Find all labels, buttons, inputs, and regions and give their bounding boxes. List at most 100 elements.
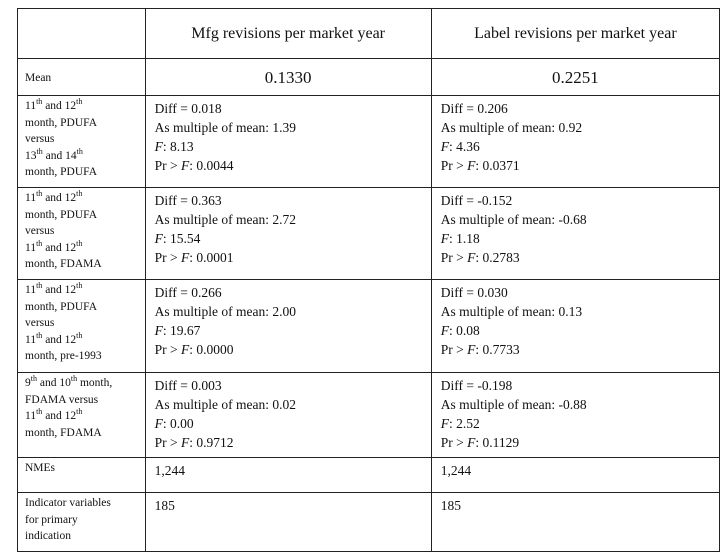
label-text: 13 bbox=[25, 149, 37, 162]
label-text: 11 bbox=[25, 241, 37, 254]
label-line: month, pre-1993 bbox=[25, 348, 145, 365]
value-cell: Diff = -0.152 As multiple of mean: -0.68 F… bbox=[430, 187, 720, 280]
label-text: versus bbox=[25, 133, 55, 145]
superscript: th bbox=[30, 374, 37, 384]
value-line: Diff = 0.266 bbox=[154, 285, 222, 300]
value-line: 185 bbox=[154, 498, 175, 513]
value-line: 185 bbox=[440, 498, 461, 513]
superscript: th bbox=[76, 407, 83, 417]
row-label-cell: Mean bbox=[17, 58, 146, 96]
value-line: F: 8.13 bbox=[154, 139, 194, 154]
value-line: As multiple of mean: 0.92 bbox=[440, 120, 583, 135]
superscript: th bbox=[36, 189, 43, 199]
value-line: 1,244 bbox=[440, 463, 472, 478]
value-line: F: 0.00 bbox=[154, 416, 194, 431]
value-line: Pr > F: 0.1129 bbox=[440, 435, 520, 450]
value-cell: 1,244 bbox=[430, 457, 720, 493]
value-cell: Diff = 0.030 As multiple of mean: 0.13 F: … bbox=[430, 279, 720, 373]
superscript: th bbox=[76, 97, 83, 107]
table-row: NMEs 1,244 1,244 bbox=[17, 457, 720, 493]
row-label-cell: 9th and 10th month, FDAMA versus 11th and … bbox=[17, 372, 146, 458]
label-text: month, bbox=[77, 377, 113, 389]
value-line: As multiple of mean: 2.72 bbox=[154, 212, 296, 227]
superscript: th bbox=[76, 146, 83, 156]
row-label-cell: 11th and 12th month, PDUFA versus 13th and … bbox=[17, 95, 146, 188]
value-cell: 185 bbox=[144, 492, 432, 552]
label-line: for primary bbox=[25, 512, 145, 529]
value-line: Diff = 0.003 bbox=[154, 378, 222, 393]
label-line: month, FDAMA bbox=[25, 425, 145, 442]
label-text: versus bbox=[25, 225, 55, 237]
label-text: and 14 bbox=[42, 149, 77, 162]
label-line: 11th and 12th bbox=[25, 238, 145, 257]
value-cell: Diff = 0.206 As multiple of mean: 0.92 F: … bbox=[430, 95, 720, 188]
superscript: th bbox=[36, 281, 43, 291]
label-line: Mean bbox=[25, 70, 145, 87]
row-label-cell: 11th and 12th month, PDUFA versus 11th and … bbox=[17, 279, 146, 373]
label-line: versus bbox=[25, 223, 145, 240]
superscript: th bbox=[36, 97, 43, 107]
label-text: and 12 bbox=[42, 241, 77, 254]
superscript: th bbox=[70, 374, 78, 384]
label-text: and 12 bbox=[42, 192, 77, 204]
label-text: 11 bbox=[25, 333, 37, 346]
value-line: Pr > F: 0.0001 bbox=[154, 250, 234, 265]
value-line: F: 4.36 bbox=[440, 139, 480, 154]
row-label-cell: NMEs bbox=[17, 457, 146, 493]
header-cell: Mfg revisions per market year bbox=[144, 8, 432, 59]
value-line: F: 19.67 bbox=[154, 323, 201, 338]
table-body: Mfg revisions per market year Label revi… bbox=[17, 8, 720, 552]
label-text: month, pre-1993 bbox=[25, 350, 102, 362]
label-text: Mean bbox=[25, 71, 52, 84]
value-cell: 0.2251 bbox=[430, 58, 720, 96]
label-line: NMEs bbox=[25, 460, 145, 477]
value-line: Pr > F: 0.0000 bbox=[154, 342, 234, 357]
value-line: Pr > F: 0.7733 bbox=[440, 342, 520, 357]
value-cell: 1,244 bbox=[144, 457, 432, 493]
label-text: and 12 bbox=[42, 100, 77, 112]
value-line: 0.1330 bbox=[264, 67, 312, 87]
value-line: Diff = -0.152 bbox=[440, 193, 513, 208]
value-line: As multiple of mean: -0.68 bbox=[440, 212, 587, 227]
value-cell: 185 bbox=[430, 492, 720, 552]
table-row: 11th and 12th month, PDUFA versus 11th and … bbox=[17, 187, 720, 280]
label-text: month, FDAMA bbox=[25, 426, 102, 439]
superscript: th bbox=[36, 146, 43, 156]
page: Mfg revisions per market year Label revi… bbox=[17, 8, 720, 552]
value-line: Diff = 0.030 bbox=[440, 285, 508, 300]
table-row: Mean 0.1330 0.2251 bbox=[17, 58, 720, 96]
label-text: 11 bbox=[25, 100, 37, 112]
label-text: and 12 bbox=[42, 333, 77, 346]
label-line: 11th and 12th bbox=[25, 190, 145, 207]
results-table: Mfg revisions per market year Label revi… bbox=[17, 8, 720, 552]
label-text: versus bbox=[25, 317, 55, 329]
value-line: Pr > F: 0.9712 bbox=[154, 435, 234, 450]
superscript: th bbox=[76, 238, 83, 248]
label-line: 11th and 12th bbox=[25, 98, 145, 115]
value-cell: Diff = 0.363 As multiple of mean: 2.72 F: … bbox=[144, 187, 432, 280]
label-text: month, PDUFA bbox=[25, 116, 97, 129]
label-text: and 10 bbox=[36, 377, 71, 389]
superscript: th bbox=[76, 330, 83, 340]
label-line: month, PDUFA bbox=[25, 299, 145, 316]
label-text: indication bbox=[25, 530, 71, 542]
label-line: indication bbox=[25, 528, 145, 545]
label-text: and 12 bbox=[42, 410, 77, 422]
row-label-cell: 11th and 12th month, PDUFA versus 11th and … bbox=[17, 187, 146, 280]
value-cell: Diff = 0.003 As multiple of mean: 0.02 F: … bbox=[144, 372, 432, 458]
table-row: Indicator variables for primary indication… bbox=[17, 492, 720, 552]
header-empty-cell bbox=[17, 8, 146, 59]
superscript: th bbox=[76, 281, 83, 291]
value-line: Diff = 0.206 bbox=[440, 101, 508, 116]
label-text: for primary bbox=[25, 513, 78, 526]
header-row: Mfg revisions per market year Label revi… bbox=[17, 8, 720, 59]
value-line: Diff = 0.363 bbox=[154, 193, 222, 208]
label-line: month, FDAMA bbox=[25, 256, 145, 273]
table-row: 11th and 12th month, PDUFA versus 11th and … bbox=[17, 279, 720, 373]
table-row: 11th and 12th month, PDUFA versus 13th and … bbox=[17, 95, 720, 188]
label-line: FDAMA versus bbox=[25, 392, 145, 409]
value-cell: Diff = 0.266 As multiple of mean: 2.00 F: … bbox=[144, 279, 432, 373]
label-line: versus bbox=[25, 315, 145, 332]
label-text: and 12 bbox=[42, 284, 77, 296]
label-line: 11th and 12th bbox=[25, 408, 145, 425]
